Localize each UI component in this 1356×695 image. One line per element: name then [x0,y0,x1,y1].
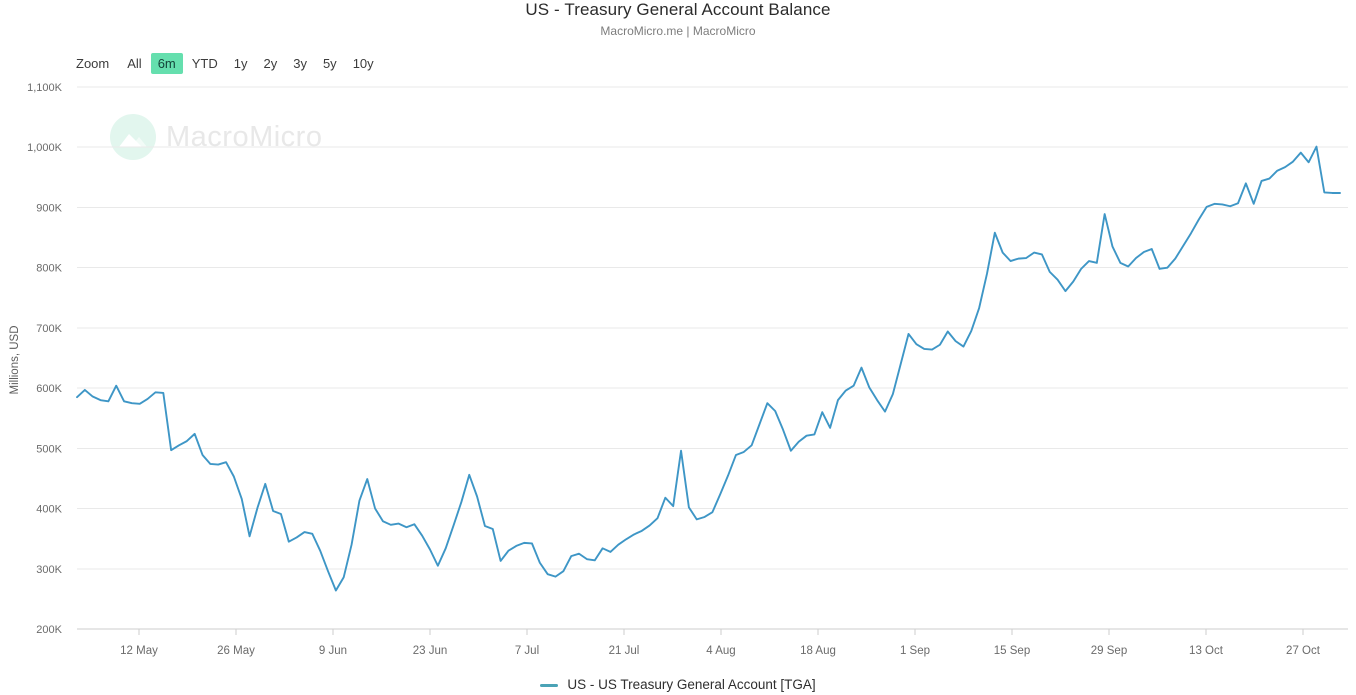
chart-legend: US - US Treasury General Account [TGA] [0,676,1356,694]
y-axis-tick-label: 900K [36,202,62,214]
range-button-5y[interactable]: 5y [322,55,337,71]
range-button-ytd[interactable]: YTD [191,55,218,71]
range-button-1y[interactable]: 1y [233,55,248,71]
zoom-range-selector: Zoom All 6m YTD 1y 2y 3y 5y 10y [76,52,382,74]
y-axis-tick-label: 600K [36,383,62,395]
y-axis-tick-label: 500K [36,443,62,455]
y-axis-tick-label: 1,000K [27,142,63,154]
x-axis-tick-label: 13 Oct [1189,645,1224,657]
macromicro-watermark: MacroMicro [110,114,322,160]
x-axis-tick-label: 26 May [217,645,255,657]
x-axis-tick-label: 15 Sep [994,645,1030,657]
y-axis-tick-label: 400K [36,504,62,516]
x-axis-tick-label: 21 Jul [609,645,640,657]
y-axis-tick-label: 300K [36,564,62,576]
range-button-all[interactable]: All [127,55,142,71]
x-axis-tick-label: 18 Aug [800,645,836,657]
watermark-text: MacroMicro [166,120,323,153]
chart-subtitle: MacroMicro.me | MacroMicro [600,24,756,38]
legend-label-tga[interactable]: US - US Treasury General Account [TGA] [567,677,816,692]
mountain-logo-icon [110,114,156,160]
x-axis-tick-label: 23 Jun [413,645,448,657]
y-axis-tick-label: 700K [36,323,62,335]
y-axis-tick-labels: 200K 300K 400K 500K 600K 700K 800K 900K 1,000K 1,… [27,82,63,636]
x-axis-tick-label: 1 Sep [900,645,930,657]
axis-lines [77,628,1348,635]
x-axis-tick-labels: 12 May 26 May 9 Jun 23 Jun 7 Jul 21 Jul 4 Aug 1… [120,645,1321,657]
legend-swatch-tga [540,683,559,687]
x-axis-tick-label: 27 Oct [1286,645,1321,657]
y-axis-tick-label: 200K [36,624,62,636]
chart-title: US - Treasury General Account Balance [525,0,831,19]
series-line-tga [76,145,1341,592]
x-axis-tick-label: 9 Jun [319,645,347,657]
x-axis-tick-label: 29 Sep [1091,645,1127,657]
zoom-label: Zoom [76,55,110,71]
y-axis-tick-label: 800K [36,263,62,275]
range-button-2y[interactable]: 2y [263,55,278,71]
x-axis-tick-label: 7 Jul [515,645,539,657]
y-axis-tick-label: 1,100K [27,82,63,94]
y-axis-title: Millions, USD [9,325,21,394]
range-button-3y[interactable]: 3y [293,55,307,71]
gridlines [77,86,1348,630]
range-button-6m[interactable]: 6m [150,52,183,74]
x-axis-tick-label: 4 Aug [706,645,735,657]
range-button-10y[interactable]: 10y [352,55,374,71]
x-axis-tick-label: 12 May [120,645,158,657]
